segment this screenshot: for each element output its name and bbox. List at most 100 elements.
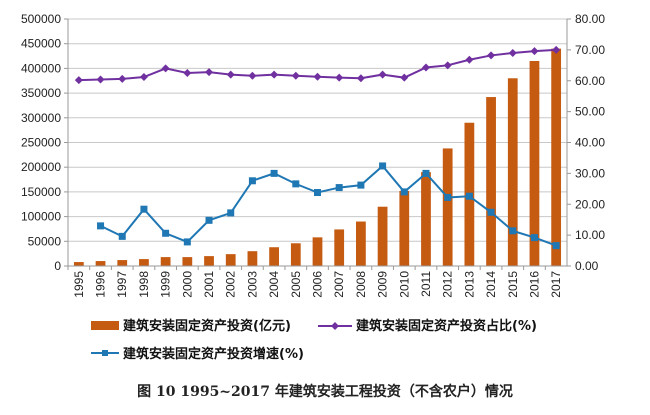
x-tick-label: 2002: [224, 271, 238, 298]
bar-2005: [290, 243, 301, 266]
x-tick-label: 2015: [506, 271, 520, 298]
bar-2017: [551, 48, 562, 266]
bar-2002: [225, 254, 236, 266]
bar-2007: [334, 229, 345, 266]
bar-2001: [204, 256, 214, 266]
point-growth-2008: [357, 181, 365, 189]
point-ratio-1996: [96, 75, 105, 84]
point-ratio-2017: [552, 45, 561, 54]
x-tick-label: 2017: [549, 271, 563, 298]
point-growth-2007: [335, 184, 343, 192]
figure-caption: 图 10 1995~2017 年建筑安装工程投资（不含农户）情况: [137, 383, 513, 400]
left-tick-label: 200000: [21, 160, 61, 174]
point-ratio-2004: [270, 70, 279, 79]
point-ratio-2003: [248, 71, 257, 80]
point-growth-2017: [552, 242, 560, 250]
point-growth-2006: [314, 189, 321, 197]
bar-series: [73, 48, 562, 267]
x-tick-label: 2005: [289, 271, 303, 298]
point-growth-2011: [422, 169, 430, 177]
x-tick-label: 2009: [376, 271, 390, 298]
legend-label-ratio: 建筑安装固定资产投资占比(%): [356, 318, 537, 334]
point-ratio-2015: [508, 48, 517, 57]
bar-1995: [73, 262, 84, 266]
bar-2006: [312, 237, 323, 266]
point-ratio-2012: [443, 61, 452, 70]
right-tick-label: 20.00: [575, 197, 605, 211]
point-ratio-2014: [487, 51, 496, 60]
bar-2008: [356, 221, 366, 266]
left-tick-label: 450000: [21, 37, 61, 51]
right-tick-label: 0.00: [575, 259, 599, 273]
right-tick-label: 30.00: [575, 166, 605, 180]
right-tick-label: 60.00: [575, 74, 605, 88]
left-tick-label: 50000: [28, 234, 62, 248]
point-growth-1998: [140, 205, 148, 213]
point-ratio-2013: [465, 55, 474, 64]
legend-label-growth: 建筑安装固定资产投资增速(%): [123, 346, 304, 362]
right-tick-label: 70.00: [575, 43, 605, 57]
point-growth-2016: [530, 234, 538, 242]
point-ratio-2002: [226, 70, 235, 79]
left-tick-label: 0: [54, 259, 61, 273]
x-tick-label: 2011: [419, 271, 433, 297]
point-growth-2000: [183, 238, 191, 246]
legend-marker-ratio: [331, 322, 339, 330]
point-ratio-2000: [183, 69, 192, 78]
legend-label-bar: 建筑安装固定资产投资(亿元): [123, 318, 291, 334]
x-tick-label: 2001: [202, 271, 216, 298]
right-tick-label: 40.00: [575, 136, 605, 150]
bar-2004: [269, 247, 279, 266]
point-ratio-1995: [74, 76, 83, 85]
point-growth-2009: [379, 162, 387, 170]
point-growth-2002: [227, 209, 235, 217]
x-tick-label: 2012: [441, 271, 455, 298]
axes: 0 50000 100000 150000 200000 250000 300000 3500…: [21, 12, 605, 298]
bar-2009: [377, 206, 388, 266]
point-growth-2015: [509, 227, 517, 235]
right-tick-label: 80.00: [575, 12, 605, 26]
right-tick-label: 50.00: [575, 105, 605, 119]
point-ratio-2007: [335, 73, 344, 82]
left-tick-label: 400000: [21, 61, 61, 75]
x-tick-label: 2006: [311, 271, 325, 298]
left-tick-label: 500000: [21, 12, 61, 26]
legend-marker-growth: [102, 350, 108, 356]
bar-2003: [247, 251, 258, 266]
point-growth-1997: [118, 232, 126, 240]
point-growth-2003: [248, 177, 256, 185]
point-ratio-2008: [356, 74, 365, 83]
bar-1996: [95, 261, 106, 266]
point-ratio-2005: [291, 71, 300, 80]
point-growth-2005: [292, 180, 300, 188]
x-tick-label: 2010: [397, 271, 411, 298]
bar-2011: [421, 172, 431, 266]
point-ratio-1999: [161, 64, 170, 73]
bar-2016: [529, 60, 540, 266]
bar-1997: [117, 260, 128, 266]
x-tick-label: 1999: [159, 271, 173, 298]
point-growth-2004: [270, 169, 278, 177]
point-ratio-2001: [205, 68, 214, 77]
point-ratio-2016: [530, 47, 539, 56]
bar-2010: [399, 190, 410, 266]
bar-1998: [139, 259, 149, 266]
x-tick-label: 2000: [180, 271, 194, 298]
point-growth-2013: [465, 192, 473, 200]
left-tick-label: 100000: [21, 210, 61, 224]
point-growth-2010: [400, 188, 408, 196]
x-tick-label: 1996: [94, 271, 108, 298]
point-ratio-2006: [313, 72, 322, 81]
bar-1999: [160, 257, 171, 266]
x-tick-label: 2003: [245, 271, 259, 298]
point-ratio-1998: [139, 73, 148, 82]
point-growth-2012: [444, 193, 452, 201]
bar-2015: [507, 78, 518, 266]
right-tick-label: 10.00: [575, 228, 605, 242]
point-growth-2001: [205, 216, 213, 224]
left-tick-label: 300000: [21, 111, 61, 125]
left-tick-label: 150000: [21, 185, 61, 199]
x-tick-label: 2013: [462, 271, 476, 298]
x-tick-label: 2007: [332, 271, 346, 298]
